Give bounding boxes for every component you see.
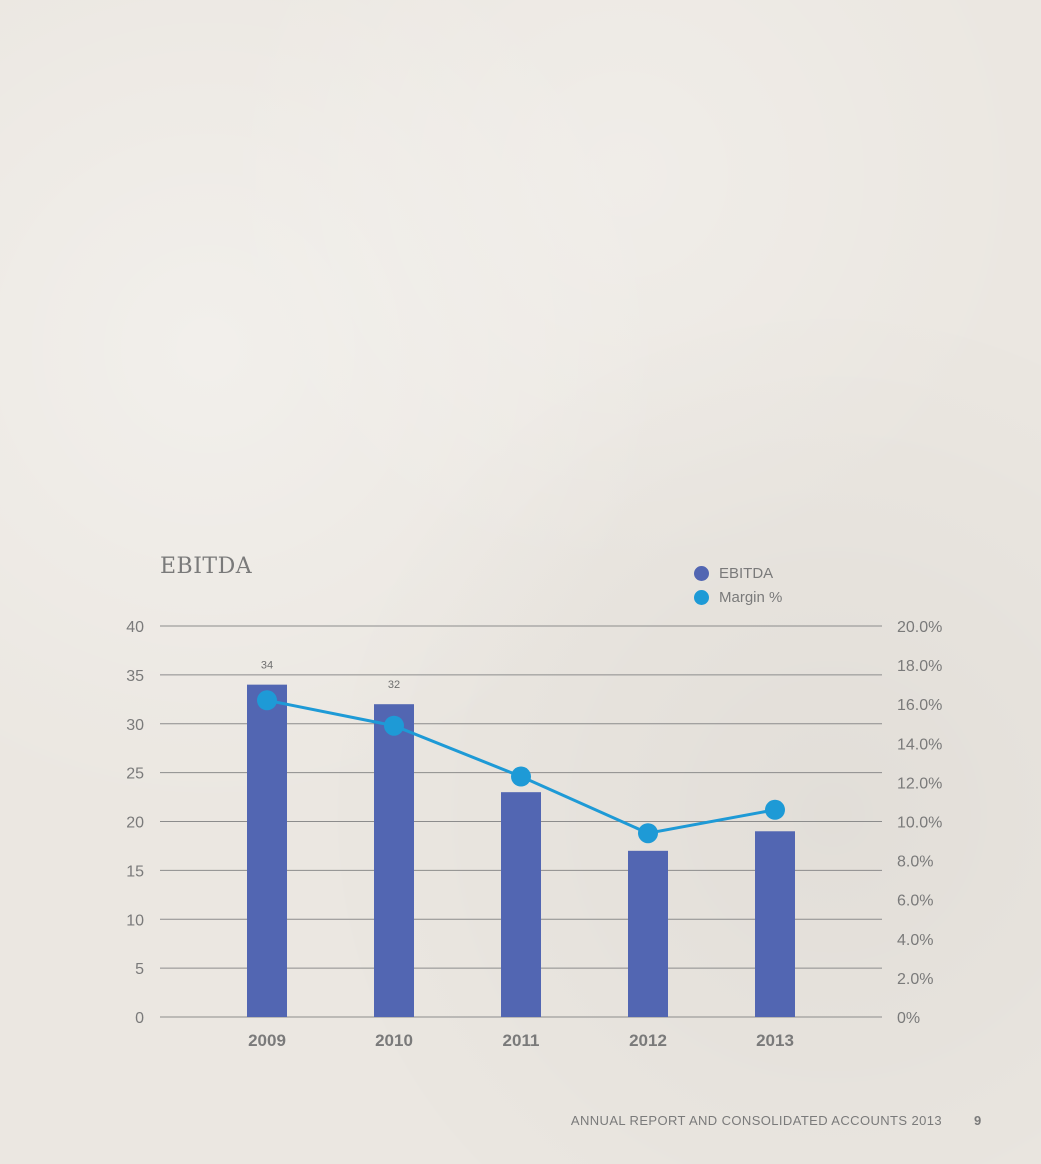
x-tick-label: 2012 bbox=[629, 1031, 667, 1050]
y-tick-label: 5 bbox=[135, 961, 144, 978]
y2-tick-label: 14.0% bbox=[897, 736, 942, 753]
margin-point bbox=[257, 690, 277, 711]
chart-legend: EBITDA Margin % bbox=[694, 561, 782, 609]
y-tick-label: 35 bbox=[126, 668, 144, 685]
y2-tick-label: 6.0% bbox=[897, 893, 933, 910]
y2-tick-label: 18.0% bbox=[897, 658, 942, 675]
bar bbox=[501, 792, 541, 1017]
y2-tick-label: 8.0% bbox=[897, 854, 933, 871]
y-tick-label: 40 bbox=[126, 619, 144, 636]
chart-title: EBITDA bbox=[160, 554, 253, 579]
y2-tick-label: 16.0% bbox=[897, 697, 942, 714]
bar bbox=[755, 831, 795, 1017]
x-tick-label: 2013 bbox=[756, 1031, 794, 1050]
legend-dot-margin bbox=[694, 589, 709, 605]
legend-item-ebitda: EBITDA bbox=[694, 561, 782, 585]
margin-point bbox=[638, 823, 658, 844]
y2-tick-label: 4.0% bbox=[897, 932, 933, 949]
y-tick-label: 25 bbox=[126, 766, 144, 783]
margin-point bbox=[765, 799, 785, 820]
margin-point bbox=[511, 766, 531, 787]
bar-data-label: 32 bbox=[388, 679, 400, 691]
x-tick-label: 2011 bbox=[503, 1031, 540, 1050]
legend-label-margin: Margin % bbox=[719, 588, 783, 606]
y2-tick-label: 10.0% bbox=[897, 815, 942, 832]
legend-dot-ebitda bbox=[694, 565, 709, 581]
page-number: 9 bbox=[974, 1113, 982, 1128]
footer-text: ANNUAL REPORT AND CONSOLIDATED ACCOUNTS … bbox=[570, 1113, 942, 1128]
bar bbox=[374, 704, 414, 1017]
bar bbox=[628, 850, 668, 1017]
y2-tick-label: 0% bbox=[897, 1010, 920, 1027]
margin-point bbox=[384, 715, 404, 736]
y-tick-label: 20 bbox=[126, 815, 144, 832]
x-tick-label: 2009 bbox=[248, 1031, 286, 1050]
x-tick-label: 2010 bbox=[375, 1031, 413, 1050]
bar bbox=[247, 684, 287, 1017]
y-tick-label: 0 bbox=[135, 1010, 144, 1027]
legend-label-ebitda: EBITDA bbox=[719, 564, 774, 582]
y-tick-label: 30 bbox=[126, 717, 144, 734]
bar-data-label: 34 bbox=[261, 660, 273, 672]
y2-tick-label: 2.0% bbox=[897, 971, 933, 988]
y2-tick-label: 12.0% bbox=[897, 775, 942, 792]
y2-tick-label: 20.0% bbox=[897, 619, 942, 636]
y-tick-label: 15 bbox=[126, 863, 144, 880]
y-tick-label: 10 bbox=[126, 912, 144, 929]
legend-item-margin: Margin % bbox=[694, 585, 782, 609]
